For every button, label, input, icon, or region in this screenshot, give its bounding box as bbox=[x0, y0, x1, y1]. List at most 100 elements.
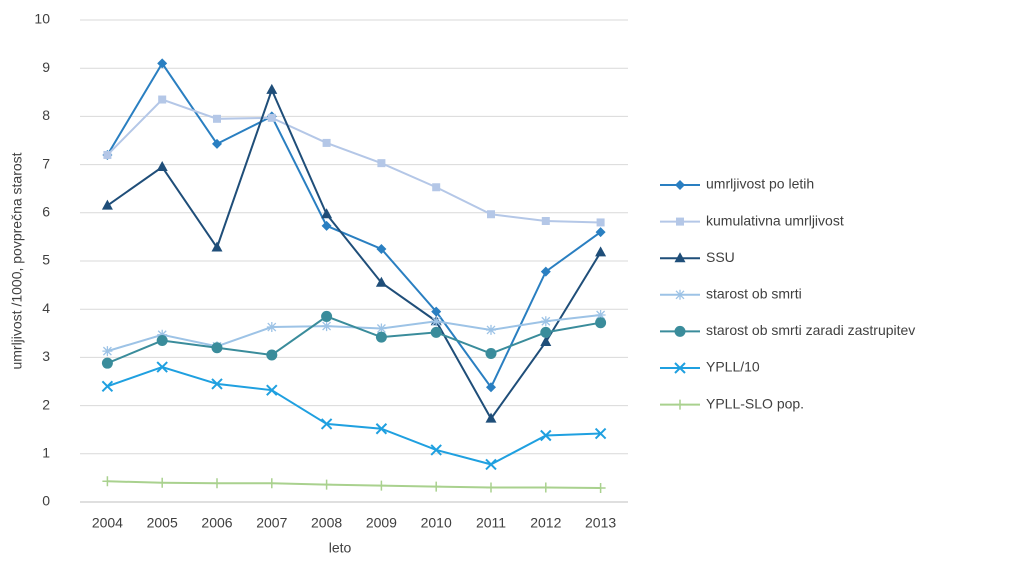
marker bbox=[103, 150, 112, 159]
marker bbox=[485, 348, 497, 360]
marker bbox=[211, 241, 223, 252]
marker bbox=[321, 310, 333, 322]
y-tick-label: 9 bbox=[42, 59, 50, 75]
marker bbox=[431, 306, 442, 317]
marker bbox=[266, 384, 278, 396]
x-tick-label: 2010 bbox=[421, 515, 452, 531]
marker bbox=[156, 161, 168, 172]
x-tick-label: 2012 bbox=[530, 515, 561, 531]
marker bbox=[322, 138, 331, 147]
marker bbox=[158, 95, 167, 104]
y-tick-label: 2 bbox=[42, 396, 50, 412]
marker bbox=[102, 346, 113, 357]
marker bbox=[212, 478, 222, 489]
y-tick-label: 8 bbox=[42, 107, 50, 123]
marker bbox=[320, 418, 333, 430]
marker bbox=[540, 335, 552, 346]
legend-label: umrljivost po letih bbox=[706, 176, 814, 192]
marker bbox=[101, 380, 114, 393]
legend-label: kumulativna umrljivost bbox=[706, 212, 844, 228]
x-tick-label: 2009 bbox=[366, 515, 397, 531]
marker bbox=[266, 349, 278, 361]
marker bbox=[157, 58, 168, 69]
marker bbox=[376, 323, 387, 334]
marker bbox=[430, 326, 442, 338]
series-line bbox=[107, 365, 601, 466]
marker bbox=[594, 427, 607, 440]
marker bbox=[321, 479, 332, 490]
series-line bbox=[107, 480, 601, 490]
marker bbox=[102, 476, 113, 487]
marker bbox=[596, 218, 605, 227]
marker bbox=[675, 289, 685, 300]
marker bbox=[595, 309, 606, 320]
marker bbox=[266, 83, 278, 94]
legend-label: SSU bbox=[706, 249, 735, 265]
marker bbox=[375, 276, 387, 287]
marker bbox=[674, 362, 686, 374]
legend-label: YPLL/10 bbox=[706, 359, 760, 375]
marker bbox=[595, 483, 606, 494]
series-line bbox=[107, 315, 601, 365]
y-tick-label: 0 bbox=[42, 493, 50, 509]
y-tick-label: 7 bbox=[42, 155, 50, 171]
y-tick-label: 6 bbox=[42, 204, 50, 220]
marker bbox=[375, 423, 388, 435]
marker bbox=[266, 322, 277, 333]
marker bbox=[432, 183, 441, 192]
marker bbox=[375, 331, 387, 343]
x-tick-label: 2006 bbox=[201, 515, 232, 531]
x-axis-label: leto bbox=[329, 540, 352, 556]
y-tick-label: 10 bbox=[34, 11, 50, 27]
marker bbox=[540, 316, 551, 327]
x-tick-label: 2013 bbox=[585, 515, 616, 531]
x-tick-label: 2008 bbox=[311, 515, 342, 531]
marker bbox=[541, 216, 550, 225]
marker bbox=[211, 378, 223, 390]
marker bbox=[321, 208, 333, 219]
marker bbox=[487, 210, 495, 219]
x-tick-label: 2011 bbox=[476, 515, 506, 531]
y-axis-label: umrljivost /1000, povprečna starost bbox=[9, 152, 25, 369]
marker bbox=[430, 444, 442, 456]
marker bbox=[540, 266, 551, 277]
marker bbox=[267, 113, 276, 122]
y-tick-label: 1 bbox=[42, 445, 50, 461]
marker bbox=[674, 252, 686, 263]
marker bbox=[376, 243, 387, 254]
series-line bbox=[107, 313, 601, 353]
marker bbox=[266, 478, 277, 489]
x-tick-label: 2004 bbox=[92, 515, 123, 531]
y-tick-label: 4 bbox=[42, 300, 50, 316]
legend-label: YPLL-SLO pop. bbox=[706, 395, 804, 411]
marker bbox=[376, 480, 387, 491]
marker bbox=[321, 220, 332, 231]
legend-label: starost ob smrti zaradi zastrupitev bbox=[706, 322, 915, 338]
y-tick-label: 5 bbox=[42, 252, 50, 268]
marker bbox=[486, 324, 496, 335]
series-line bbox=[106, 98, 601, 224]
marker bbox=[157, 329, 168, 340]
legend-label: starost ob smrti bbox=[706, 286, 802, 302]
marker bbox=[211, 342, 223, 354]
series-line bbox=[106, 61, 602, 390]
marker bbox=[674, 325, 686, 337]
marker bbox=[212, 138, 222, 149]
marker bbox=[675, 180, 685, 190]
marker bbox=[485, 412, 497, 423]
marker bbox=[101, 357, 113, 369]
y-tick-label: 3 bbox=[42, 348, 50, 364]
marker bbox=[595, 317, 607, 329]
marker bbox=[595, 246, 607, 257]
x-tick-label: 2007 bbox=[256, 515, 287, 531]
marker bbox=[101, 199, 113, 210]
marker bbox=[157, 477, 168, 488]
marker bbox=[485, 458, 497, 471]
series-line bbox=[106, 87, 602, 421]
marker bbox=[540, 482, 551, 493]
marker bbox=[676, 217, 684, 226]
marker bbox=[321, 321, 332, 332]
marker bbox=[675, 399, 685, 410]
marker bbox=[156, 361, 168, 373]
